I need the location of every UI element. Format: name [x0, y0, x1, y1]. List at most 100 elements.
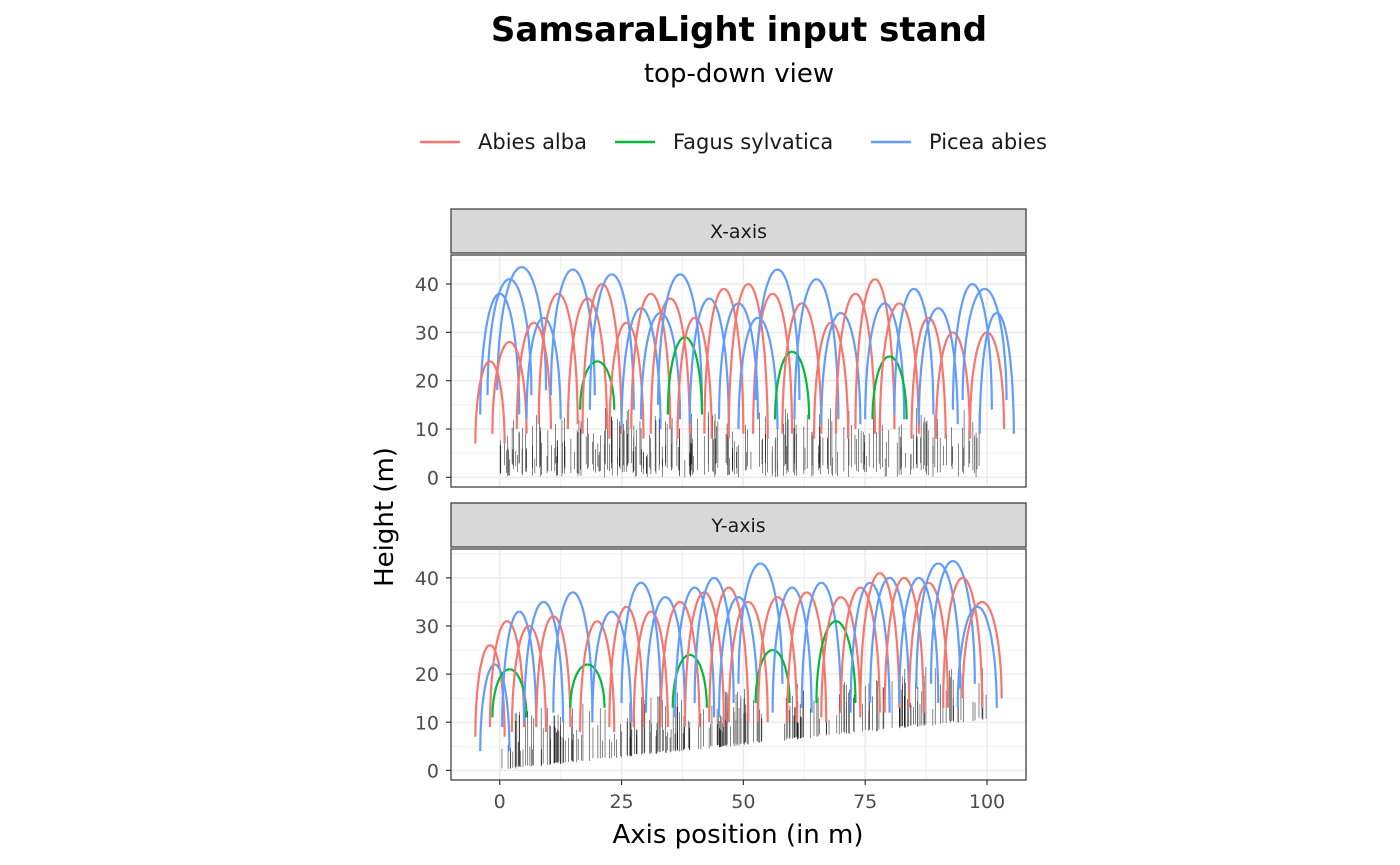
chart-subtitle: top-down view [644, 59, 834, 89]
panels: X-axis 0 10 20 30 40 Y-axis 0 10 20 30 40 [415, 208, 1027, 782]
crown-left-edge [474, 644, 491, 737]
crown-left-edge [588, 273, 613, 410]
crown-left-edge [781, 302, 803, 434]
crown-left-edge [737, 562, 761, 684]
crown-left-edge [929, 559, 954, 684]
crown-left-edge [871, 355, 890, 420]
crown-left-edge [566, 297, 588, 430]
legend-item: Fagus sylvatica [615, 130, 833, 154]
y-tick-label: 20 [415, 371, 439, 393]
crown-left-edge [639, 311, 661, 420]
y-tick-label: 40 [415, 568, 439, 590]
crown-left-edge [820, 311, 841, 425]
crown-right-edge [650, 292, 672, 430]
crown-right-edge [772, 649, 791, 704]
crown-right-edge [728, 586, 750, 723]
y-tick-label: 0 [427, 760, 439, 782]
crown-left-edge [859, 572, 881, 708]
crown-right-edge [509, 668, 528, 718]
facet-strip-label: X-axis [710, 221, 767, 243]
x-tick-label: 50 [731, 791, 755, 813]
crown-right-edge [694, 586, 716, 718]
crown-left-edge [800, 581, 822, 708]
crown-right-edge [928, 581, 950, 708]
crown-right-edge [981, 600, 1003, 699]
crown-left-edge [657, 273, 681, 405]
crown-left-edge [608, 605, 627, 728]
crown-left-edge [525, 316, 544, 420]
y-axis-ticks: 0 10 20 30 40 [415, 274, 451, 489]
x-tick-label: 75 [853, 791, 877, 813]
crown-left-edge [717, 302, 739, 420]
crown-left-edge [893, 287, 915, 415]
crown-left-edge [501, 610, 520, 728]
crown-left-edge [898, 576, 919, 703]
legend-label: Picea abies [929, 130, 1047, 154]
crown-left-edge [579, 620, 598, 732]
facet-panel: X-axis 0 10 20 30 40 [415, 208, 1027, 489]
crown-right-edge [903, 576, 925, 713]
crown-right-edge [597, 360, 616, 410]
crown-left-edge [671, 653, 690, 708]
crown-left-edge [978, 311, 998, 434]
x-tick-label: 100 [969, 791, 1005, 813]
facet-strip-label: Y-axis [710, 515, 765, 537]
crown-right-edge [738, 302, 760, 420]
crown-left-edge [496, 266, 522, 391]
crown-left-edge [812, 321, 832, 439]
crown-left-edge [591, 610, 612, 723]
crown-left-edge [956, 605, 978, 708]
crown-left-edge [523, 600, 544, 723]
crown-left-edge [486, 278, 510, 396]
crown-right-edge [723, 287, 745, 434]
y-tick-label: 20 [415, 664, 439, 686]
crown-right-edge [587, 663, 606, 708]
crown-left-edge [703, 287, 725, 434]
crown-right-edge [889, 576, 911, 704]
crown-left-edge [510, 624, 530, 732]
crown-left-edge [917, 307, 939, 425]
crown-right-edge [879, 572, 901, 708]
chart-title: SamsaraLight input stand [491, 10, 987, 50]
crown-left-edge [632, 610, 651, 728]
crown-right-edge [543, 316, 562, 420]
facet-strip [450, 208, 1027, 254]
y-tick-label: 10 [415, 712, 439, 734]
crown-right-edge [704, 591, 725, 728]
x-axis-title: Axis position (in m) [612, 820, 863, 850]
crown-right-edge [521, 266, 548, 391]
crown-right-edge [918, 576, 940, 704]
crown-right-edge [533, 321, 552, 429]
crown-right-edge [709, 297, 730, 425]
crown-left-edge [878, 302, 900, 434]
crown-left-edge [676, 316, 695, 439]
legend-label: Fagus sylvatica [673, 130, 833, 154]
crown-right-edge [494, 663, 511, 752]
y-tick-label: 30 [415, 322, 439, 344]
crown-left-edge [864, 302, 885, 420]
crown-left-edge [620, 581, 642, 703]
crown-left-edge [688, 297, 710, 425]
crown-right-edge [928, 316, 947, 439]
crown-left-edge [756, 596, 778, 723]
x-tick-label: 25 [609, 791, 633, 813]
crown-left-edge [727, 282, 749, 439]
crown-left-edge [717, 596, 739, 718]
crown-right-edge [986, 331, 1006, 430]
y-tick-label: 0 [427, 467, 439, 489]
crown-left-edge [771, 586, 793, 713]
crown-right-edge [747, 600, 769, 723]
crown-left-edge [908, 581, 929, 708]
crown-left-edge [961, 600, 983, 699]
crown-right-edge [611, 610, 633, 723]
crown-left-edge [820, 596, 842, 718]
crown-left-edge [491, 340, 510, 434]
crown-right-edge [558, 292, 579, 425]
crown-left-edge [708, 586, 730, 723]
crown-left-edge [666, 336, 685, 415]
x-tick-label: 0 [494, 791, 506, 813]
crown-right-edge [869, 581, 891, 713]
crown-right-edge [938, 307, 959, 425]
crown-right-edge [835, 620, 857, 703]
crown-left-edge [961, 287, 985, 400]
